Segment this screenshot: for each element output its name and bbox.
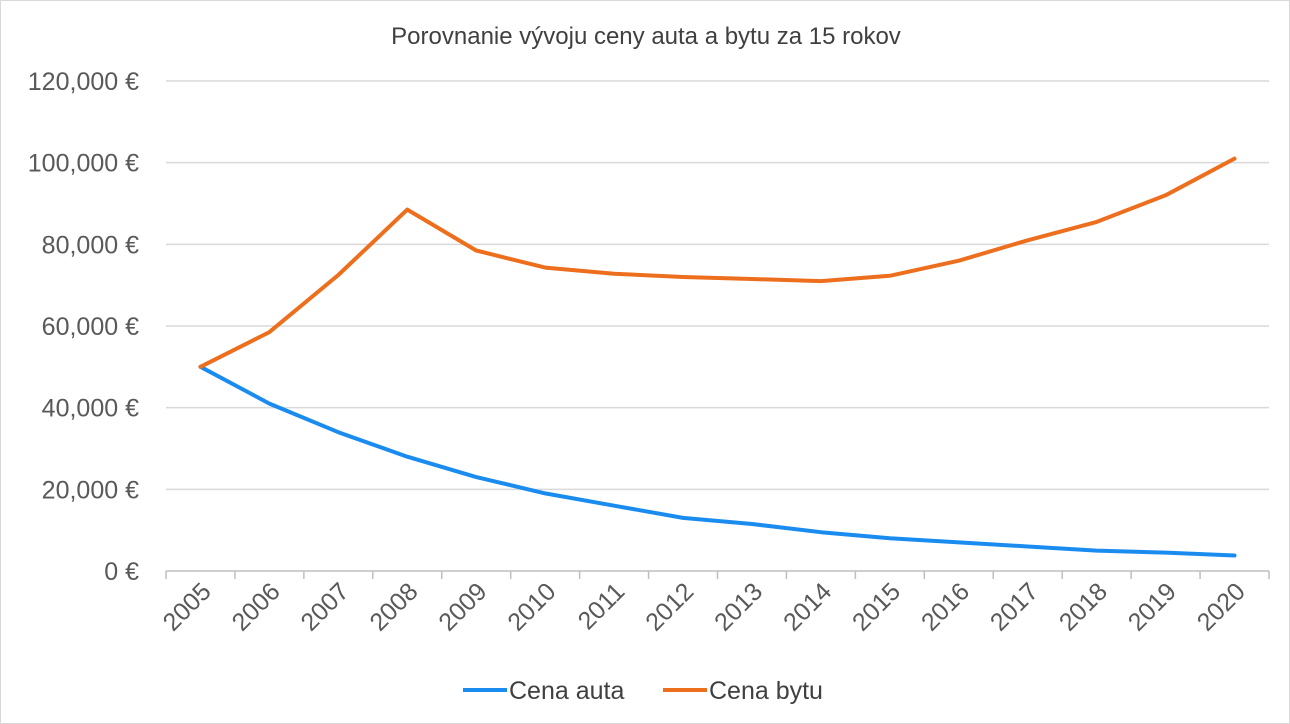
y-tick-label: 100,000 €: [28, 150, 139, 178]
x-tick-label: 2012: [640, 577, 699, 636]
chart-title: Porovnanie vývoju ceny auta a bytu za 15…: [391, 23, 901, 50]
x-tick-label: 2009: [433, 577, 492, 636]
y-tick-label: 20,000 €: [42, 476, 139, 504]
y-axis-tick-labels: 0 € 20,000 € 40,000 € 60,000 € 80,000 € 100,0…: [28, 68, 139, 586]
y-tick-label: 0 €: [104, 558, 139, 586]
x-tick-label: 2010: [502, 577, 561, 636]
x-tick-label: 2011: [573, 577, 631, 635]
gridlines: [166, 80, 1269, 491]
series-line-1: [198, 364, 1237, 558]
x-tick-label: 2005: [158, 577, 217, 636]
x-tick-label: 2008: [364, 577, 423, 636]
x-tick-label: 2018: [1054, 577, 1113, 636]
x-tick-label: 2019: [1123, 577, 1182, 636]
x-tick-label: 2015: [847, 577, 906, 636]
x-tick-label: 2007: [295, 577, 354, 636]
x-tick-label: 2013: [709, 577, 768, 636]
x-tick-label: 2016: [916, 577, 975, 636]
x-tick-label: 2014: [778, 577, 837, 636]
x-tick-label: 2020: [1192, 577, 1251, 636]
legend-label: Cena auta: [509, 677, 624, 705]
y-tick-label: 80,000 €: [42, 231, 139, 259]
x-axis-tick-labels: 2005 2006 2007 2008 2009 2010 2011 2012 2013 2014…: [158, 577, 1251, 636]
series-line-2: [198, 156, 1237, 369]
series-lines: [198, 156, 1237, 558]
x-tick-label: 2006: [227, 577, 286, 636]
y-tick-label: 40,000 €: [42, 395, 139, 423]
x-tick-label: 2017: [985, 577, 1044, 636]
legend-label: Cena bytu: [709, 677, 823, 705]
y-tick-label: 60,000 €: [42, 313, 139, 341]
x-axis: [165, 570, 1270, 579]
legend: Cena auta Cena bytu: [463, 677, 823, 705]
y-tick-label: 120,000 €: [28, 68, 139, 96]
